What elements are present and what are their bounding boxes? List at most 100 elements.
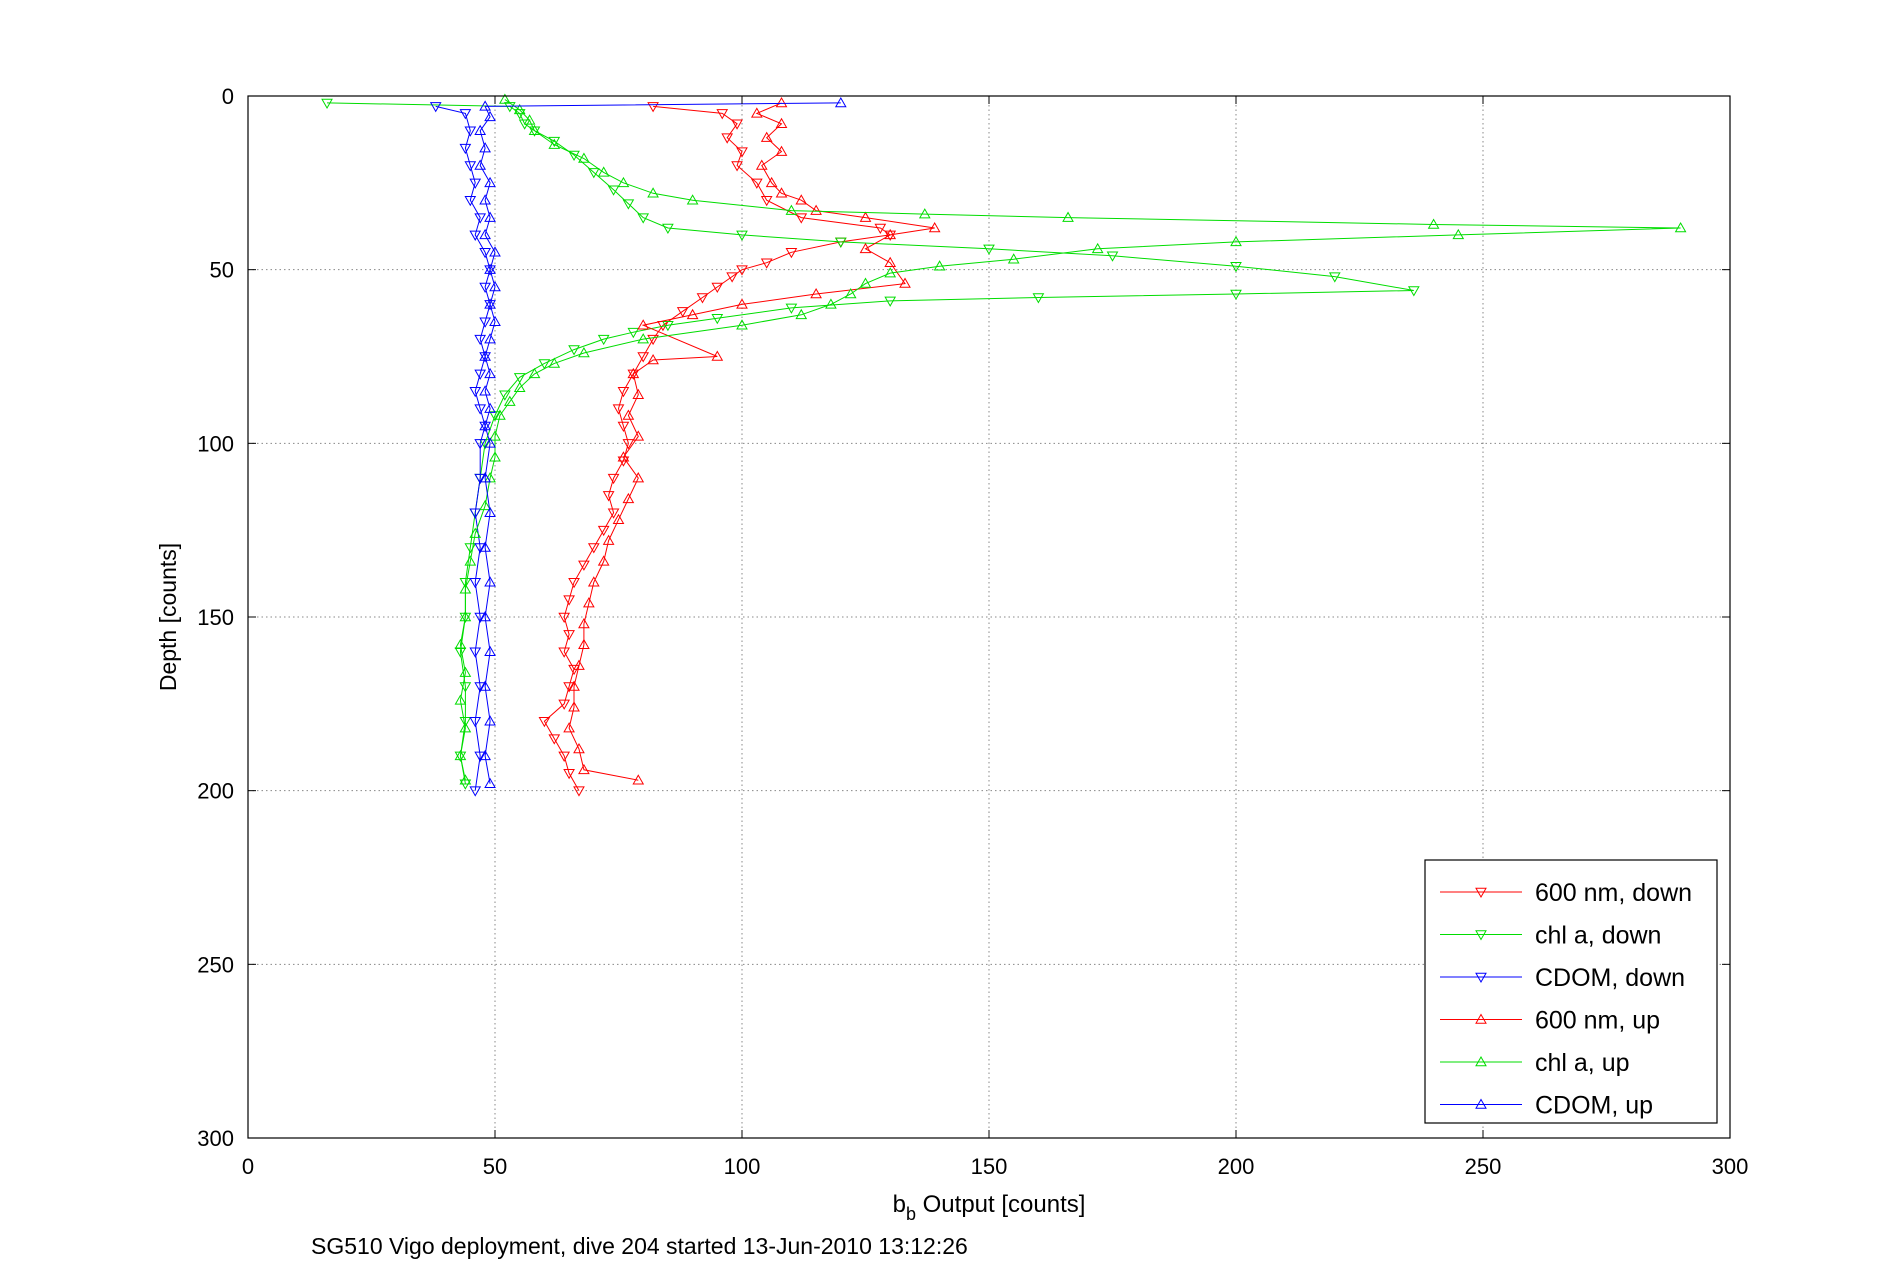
- data-point: [834, 237, 847, 248]
- data-point: [647, 334, 659, 346]
- data-point: [1328, 272, 1341, 283]
- data-point: [538, 716, 551, 728]
- data-point: [469, 527, 482, 538]
- data-point: [454, 647, 467, 658]
- data-point: [479, 749, 491, 761]
- data-point: [736, 147, 748, 158]
- data-point: [523, 114, 536, 125]
- data-point: [602, 534, 615, 545]
- data-point: [597, 555, 610, 566]
- data-point: [795, 213, 808, 224]
- data-point: [884, 230, 897, 241]
- data-point: [548, 138, 561, 149]
- data-point: [607, 473, 620, 485]
- data-point: [321, 98, 333, 109]
- data-point: [474, 682, 487, 693]
- y-tick-label: 300: [197, 1126, 234, 1151]
- data-point: [578, 638, 590, 650]
- data-point: [750, 107, 763, 118]
- data-point: [459, 666, 472, 677]
- data-point: [558, 612, 571, 624]
- data-point: [464, 161, 477, 172]
- data-point: [647, 102, 659, 113]
- data-point: [662, 320, 674, 332]
- data-point: [484, 333, 496, 344]
- data-point: [1427, 218, 1440, 229]
- data-point: [647, 187, 659, 198]
- data-point: [563, 769, 575, 780]
- data-point: [484, 437, 496, 448]
- data-point: [474, 334, 487, 346]
- data-point: [484, 176, 496, 188]
- data-point: [736, 265, 748, 276]
- data-point: [548, 734, 561, 745]
- data-point: [983, 244, 995, 255]
- data-point: [484, 506, 496, 518]
- data-point: [563, 682, 575, 693]
- data-point: [760, 258, 773, 269]
- data-point: [622, 409, 635, 420]
- data-point: [479, 228, 491, 240]
- data-point: [716, 109, 729, 120]
- data-point: [587, 543, 600, 554]
- data-point: [622, 492, 635, 504]
- data-point: [474, 404, 487, 415]
- legend-marker: [1475, 1055, 1487, 1067]
- data-point: [573, 742, 585, 754]
- data-point: [479, 419, 491, 431]
- data-point: [1062, 211, 1074, 222]
- data-point: [474, 213, 487, 224]
- series-line-chl-a-down: [326, 102, 1414, 784]
- x-axis-label-subscript: b: [906, 1204, 916, 1224]
- data-point: [489, 451, 501, 462]
- data-point: [474, 369, 487, 380]
- data-point: [612, 513, 625, 524]
- data-point: [597, 166, 610, 177]
- data-point: [810, 287, 822, 299]
- data-point: [573, 659, 585, 670]
- data-point: [662, 223, 674, 234]
- figure-caption: SG510 Vigo deployment, dive 204 started …: [311, 1233, 968, 1259]
- data-point: [469, 578, 482, 589]
- data-point: [1407, 286, 1420, 297]
- x-tick-label: 250: [1465, 1154, 1502, 1179]
- data-point: [459, 109, 472, 120]
- data-point: [459, 610, 472, 622]
- data-point: [563, 630, 575, 641]
- data-point: [484, 211, 496, 222]
- data-point: [459, 583, 472, 594]
- data-point: [587, 168, 600, 179]
- data-point: [484, 265, 496, 276]
- data-point: [696, 293, 709, 304]
- legend-item: CDOM, up: [1440, 1092, 1653, 1120]
- data-point: [484, 777, 496, 788]
- data-point: [479, 142, 491, 153]
- data-point: [859, 277, 872, 288]
- data-point: [711, 282, 724, 294]
- y-axis-label: Depth [counts]: [155, 543, 181, 691]
- legend-label: chl a, down: [1535, 922, 1661, 950]
- data-point: [459, 578, 472, 589]
- data-point: [760, 131, 773, 142]
- x-axis-label-rest: Output [counts]: [916, 1191, 1085, 1218]
- data-point: [484, 300, 496, 311]
- legend-label: CDOM, up: [1535, 1092, 1653, 1120]
- data-point: [568, 701, 580, 712]
- data-point: [484, 298, 496, 309]
- data-point: [499, 93, 511, 104]
- data-point: [454, 638, 467, 650]
- data-point: [489, 430, 501, 441]
- data-point: [494, 409, 506, 420]
- data-point: [617, 176, 630, 188]
- data-point: [459, 722, 472, 733]
- series-600-nm-up: [563, 96, 941, 785]
- data-point: [1230, 289, 1242, 300]
- data-point: [874, 223, 887, 234]
- data-point: [775, 96, 788, 108]
- data-point: [765, 176, 778, 188]
- data-point: [563, 595, 575, 606]
- data-point: [602, 491, 615, 502]
- data-point: [479, 350, 491, 361]
- legend-item: chl a, down: [1440, 922, 1661, 950]
- y-tick-label: 0: [222, 84, 234, 109]
